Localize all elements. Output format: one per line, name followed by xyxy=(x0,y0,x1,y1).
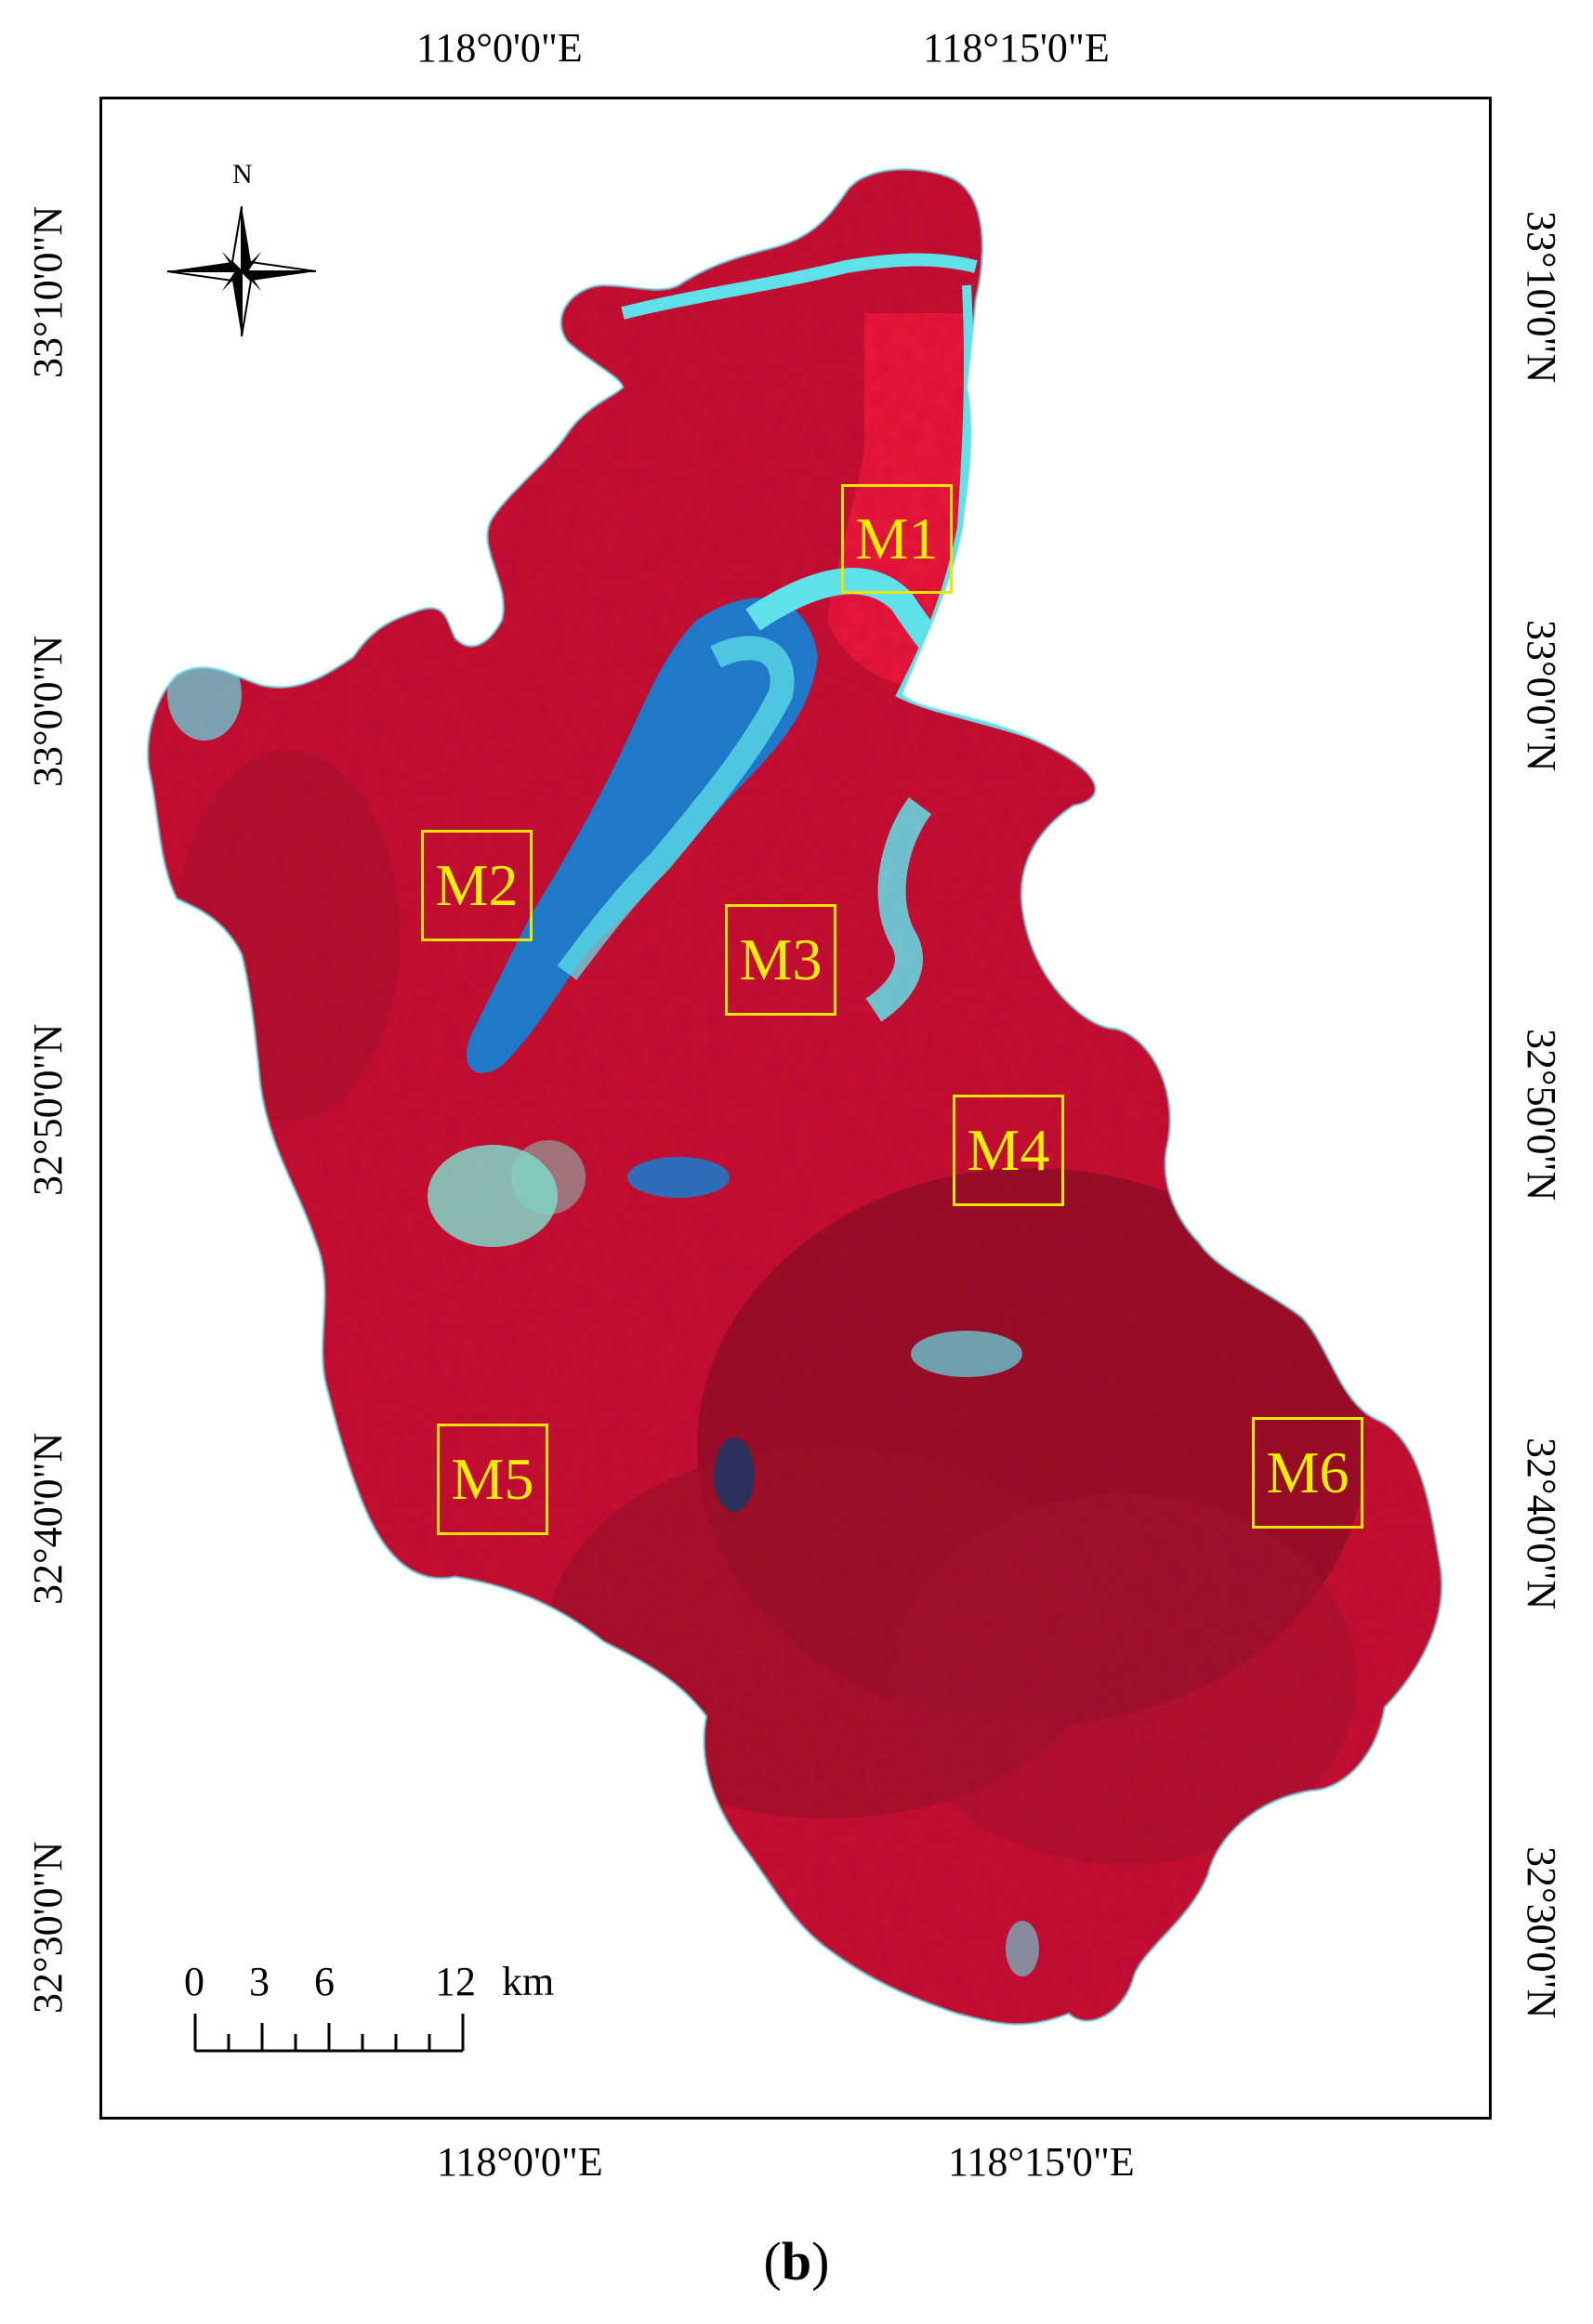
scale-bar xyxy=(193,2014,465,2053)
right-lat-label-1: 33°10'0"N xyxy=(1519,211,1564,384)
right-lat-label-2: 33°0'0"N xyxy=(1519,620,1564,772)
scale-unit: km xyxy=(502,1959,555,2004)
caption-letter: b xyxy=(781,2231,812,2291)
left-lat-label-2: 33°0'0"N xyxy=(25,635,71,787)
scale-tick-12: 12 xyxy=(435,1959,476,2004)
zone-box-m3: M3 xyxy=(725,904,836,1016)
right-lat-label-5: 32°30'0"N xyxy=(1519,1846,1564,2019)
right-lat-label-3: 32°50'0"N xyxy=(1519,1029,1564,1201)
zone-box-m2: M2 xyxy=(421,830,533,941)
right-lat-label-4: 32°40'0"N xyxy=(1519,1438,1564,1610)
compass-rose-icon xyxy=(166,205,317,337)
top-lon-label-1: 118°0'0"E xyxy=(416,25,583,71)
left-lat-label-5: 32°30'0"N xyxy=(25,1841,71,2014)
left-lat-label-1: 33°10'0"N xyxy=(25,205,71,378)
north-label: N xyxy=(232,159,253,190)
figure-caption: (b) xyxy=(0,2230,1593,2292)
left-lat-label-4: 32°40'0"N xyxy=(25,1432,71,1605)
scale-tick-3: 3 xyxy=(249,1959,270,2004)
bottom-lon-label-2: 118°15'0"E xyxy=(948,2139,1135,2185)
map-frame: N 0 3 6 12 km M1 M2 M3 M4 M5 M6 xyxy=(99,97,1492,2120)
satellite-map xyxy=(146,167,1443,2053)
top-lon-label-2: 118°15'0"E xyxy=(923,25,1110,71)
caption-open: ( xyxy=(763,2231,782,2291)
scale-tick-0: 0 xyxy=(184,1959,204,2004)
caption-close: ) xyxy=(811,2231,830,2291)
scale-tick-6: 6 xyxy=(314,1959,335,2004)
left-lat-label-3: 32°50'0"N xyxy=(25,1023,71,1196)
zone-box-m4: M4 xyxy=(953,1095,1064,1206)
zone-box-m6: M6 xyxy=(1252,1417,1363,1529)
zone-box-m1: M1 xyxy=(841,484,953,594)
zone-box-m5: M5 xyxy=(437,1424,548,1535)
bottom-lon-label-1: 118°0'0"E xyxy=(437,2139,603,2185)
